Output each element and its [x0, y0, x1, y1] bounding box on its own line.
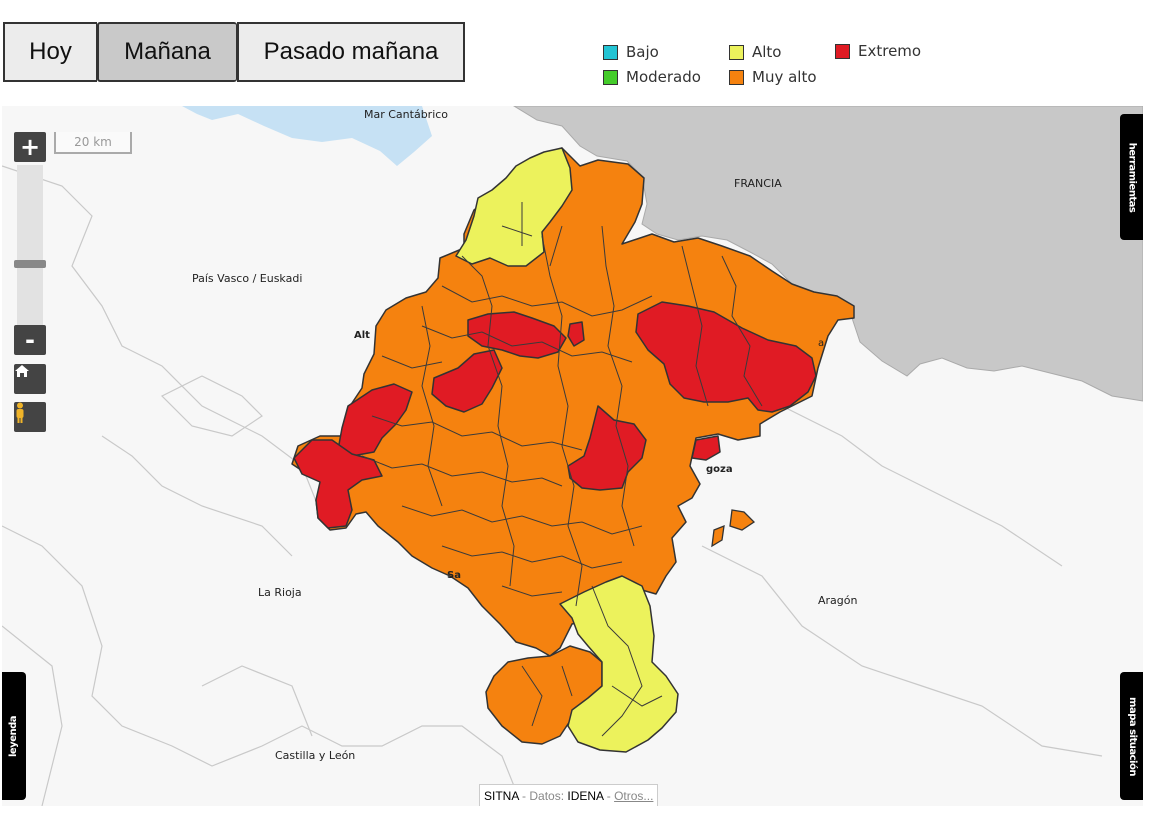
attribution-sitna[interactable]: SITNA: [484, 789, 519, 803]
legend-swatch-bajo: [603, 44, 618, 60]
navarra-south-muy-alto-area: [485, 645, 603, 745]
legend-item-muy-alto: Muy alto: [729, 68, 817, 86]
tab-hoy[interactable]: Hoy: [3, 22, 97, 82]
label-pais-vasco: País Vasco / Euskadi: [192, 272, 303, 285]
legend-label-muy-alto: Muy alto: [752, 68, 817, 86]
label-aragon: Aragón: [818, 594, 858, 607]
legend-item-bajo: Bajo: [603, 43, 659, 61]
zoom-slider-handle[interactable]: [14, 260, 46, 268]
home-icon: [15, 365, 29, 377]
municipal-boundaries: [361, 202, 763, 737]
exclave-petilla: [729, 509, 756, 531]
navarra-alto-south-area: [559, 575, 679, 753]
label-mar: Mar Cantábrico: [364, 108, 449, 121]
exclave-small: [711, 524, 725, 548]
scale-bar: 20 km: [54, 132, 132, 154]
legend-item-extremo: Extremo: [835, 42, 921, 60]
label-goza: goza: [706, 464, 733, 475]
navarra-alto-north-area: [455, 147, 573, 267]
map-viewer[interactable]: Mar Cantábrico FRANCIA País Vasco / Eusk…: [2, 106, 1143, 806]
legend-label-alto: Alto: [752, 43, 782, 61]
label-sa: Sa: [447, 570, 461, 581]
legend-item-alto: Alto: [729, 43, 782, 61]
attribution-idena[interactable]: IDENA: [567, 789, 604, 803]
tab-pasado-manana[interactable]: Pasado mañana: [237, 22, 465, 82]
label-alt: Alt: [354, 330, 370, 341]
map-attribution: SITNA - Datos: IDENA - Otros...: [479, 784, 659, 806]
regional-boundaries: [2, 165, 1103, 806]
label-francia: FRANCIA: [734, 177, 782, 190]
legend-swatch-muy-alto: [729, 69, 744, 85]
herramientas-label: herramientas: [1126, 142, 1138, 212]
sea-area: [182, 106, 432, 166]
pegman-icon: [16, 402, 24, 423]
day-tabs: Hoy Mañana Pasado mañana: [3, 22, 465, 82]
legend-item-moderado: Moderado: [603, 68, 701, 86]
attribution-sep-datos: - Datos:: [518, 789, 568, 803]
home-button[interactable]: [14, 364, 46, 394]
zoom-slider-track[interactable]: [17, 165, 43, 325]
street-view-button[interactable]: [14, 402, 46, 432]
zoom-in-button[interactable]: +: [14, 132, 46, 162]
extremo-zones: [293, 301, 817, 529]
legend-label-moderado: Moderado: [626, 68, 701, 86]
legend-swatch-alto: [729, 44, 744, 60]
herramientas-tab[interactable]: herramientas: [1120, 114, 1143, 240]
legend-swatch-moderado: [603, 69, 618, 85]
label-castilla: Castilla y León: [275, 749, 356, 762]
label-a: a: [818, 338, 825, 349]
legend-label-extremo: Extremo: [858, 42, 922, 60]
attribution-sep: -: [603, 789, 615, 803]
tab-manana[interactable]: Mañana: [97, 22, 237, 82]
legend-swatch-extremo: [835, 43, 850, 59]
map-canvas[interactable]: [2, 106, 1143, 806]
zoom-out-button[interactable]: -: [14, 325, 46, 355]
label-la-rioja: La Rioja: [258, 586, 302, 599]
leyenda-label: leyenda: [8, 715, 20, 757]
leyenda-tab[interactable]: leyenda: [2, 672, 26, 800]
mapa-situacion-label: mapa situación: [1126, 696, 1138, 776]
mapa-situacion-tab[interactable]: mapa situación: [1120, 672, 1143, 800]
legend-label-bajo: Bajo: [626, 43, 659, 61]
attribution-otros-link[interactable]: Otros...: [614, 789, 654, 803]
